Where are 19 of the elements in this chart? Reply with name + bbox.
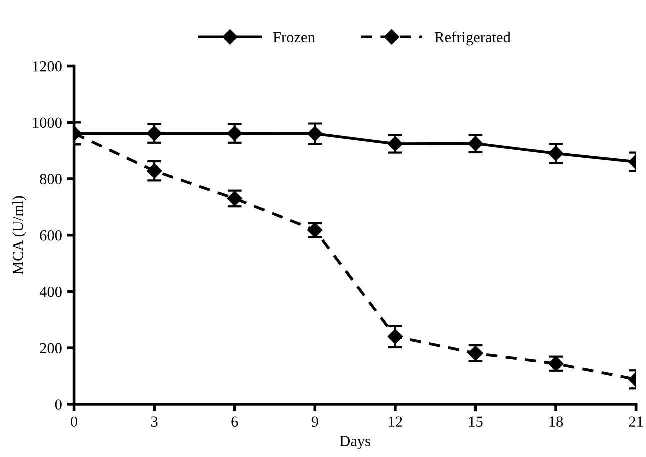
y-tick-label: 1000 (33, 118, 62, 128)
x-tick-label: 6 (232, 416, 238, 427)
x-axis-title: Days (340, 436, 370, 450)
x-tick-label: 3 (151, 416, 158, 427)
y-tick-label: 200 (40, 343, 62, 354)
x-tick-label: 21 (629, 416, 644, 427)
y-tick-label: 600 (40, 230, 62, 241)
y-axis-title: MCA (U/ml) (12, 196, 26, 275)
legend-label: Refrigerated (435, 32, 511, 46)
y-tick-label: 1200 (33, 61, 62, 72)
x-tick-label: 18 (550, 416, 564, 427)
x-tick-label: 12 (389, 416, 402, 427)
y-tick-label: 0 (55, 400, 62, 410)
y-tick-label: 400 (40, 286, 62, 298)
x-tick-label: 15 (469, 416, 483, 427)
legend-label: Frozen (273, 32, 316, 43)
x-tick-label: 9 (312, 416, 318, 427)
x-tick-label: 0 (71, 416, 78, 427)
y-tick-label: 800 (40, 174, 62, 184)
